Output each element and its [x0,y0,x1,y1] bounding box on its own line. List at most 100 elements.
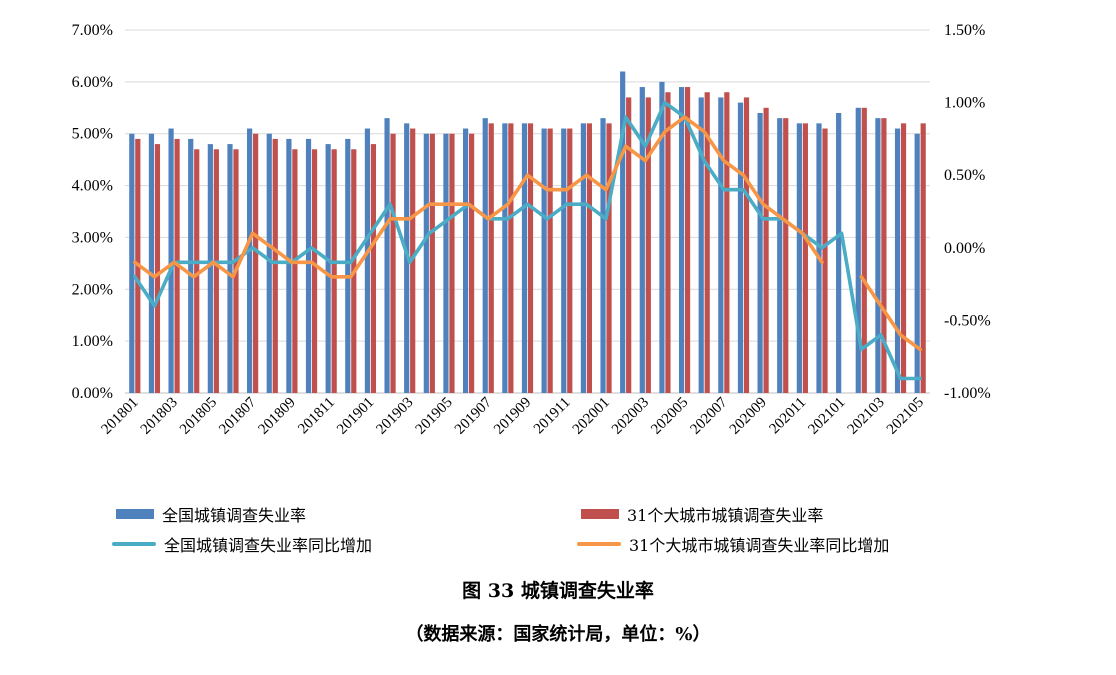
x-tick-label: 201807 [216,394,259,437]
y-right-tick-label: 0.50% [944,167,985,184]
bar-national [639,87,645,394]
bar-national [188,138,194,393]
x-tick-label: 202105 [884,395,927,438]
bar-31-cities [802,123,808,393]
y-left-tick-label: 5.00% [72,126,113,143]
x-tick-label: 202011 [766,395,809,438]
legend-label: 31个大城市城镇调查失业率同比增加 [629,536,890,555]
x-tick-label: 201803 [138,395,181,438]
gridlines [125,29,930,394]
x-tick-label: 201909 [491,395,534,438]
x-tick-label: 202101 [805,395,848,438]
bar-national [855,107,861,394]
bar-31-cities [547,128,553,393]
bar-national [561,128,567,393]
bar-national [875,118,881,394]
bar-31-cities [154,144,161,393]
y-left-tick-label: 3.00% [72,229,113,246]
x-tick-label: 201907 [452,394,495,437]
legend-swatch-31-cities-rate [581,509,619,519]
bar-national [777,118,783,394]
bar-national [364,128,371,393]
bar-31-cities [194,149,200,393]
bar-national [207,144,213,393]
x-axis: 2018012018032018052018072018092018112019… [99,394,927,437]
bar-national [345,138,351,393]
legend-item-31-cities-rate: 31个大城市城镇调查失业率 [581,502,823,526]
bar-31-cities [527,123,534,393]
y-right-tick-label: -0.50% [944,312,991,329]
bar-national [266,133,272,393]
bar-national [600,118,606,394]
y-axis-left: 0.00% 1.00% 2.00% 3.00% 4.00% 5.00% 6.00% 7.00% [72,22,113,402]
bar-national [737,102,744,393]
bar-31-cities [292,149,298,393]
bar-31-cities [900,123,907,393]
bar-31-cities [626,97,632,394]
legend-label: 31个大城市城镇调查失业率 [627,506,824,525]
bar-31-cities [429,133,435,393]
bar-national [620,71,626,393]
bar-31-cities [861,107,867,394]
x-tick-label: 202103 [845,395,888,438]
legend-label: 全国城镇调查失业率同比增加 [164,536,373,555]
bar-national [247,128,253,393]
y-right-tick-label: 1.50% [944,22,985,39]
y-axis-right: -1.00% -0.50% 0.00% 0.50% 1.00% 1.50% [944,22,991,402]
bar-31-cities [370,144,377,393]
line-31-cities-yoy [133,115,922,352]
bar-national [168,128,174,393]
lines [133,100,922,381]
bar-31-cities [311,149,318,393]
bar-31-cities [468,133,475,393]
bar-national [836,112,842,393]
bar-national [541,128,547,393]
bar-31-cities [684,87,691,394]
bar-national [521,123,528,393]
bar-national [914,133,920,393]
x-tick-label: 202003 [609,395,652,438]
bar-national [796,123,802,393]
bar-national [305,138,312,393]
bar-31-cities [390,133,396,393]
y-left-tick-label: 1.00% [72,333,113,350]
bar-31-cities [665,92,671,393]
legend-swatch-31-cities-yoy [577,542,621,546]
bar-national [129,133,135,393]
y-left-tick-label: 6.00% [72,74,113,91]
x-tick-label: 202001 [570,395,613,438]
legend-label: 全国城镇调查失业率 [162,506,307,525]
x-tick-label: 201911 [531,395,574,438]
bar-31-cities [606,123,612,393]
legend-item-national-rate: 全国城镇调查失业率 [116,502,306,526]
x-tick-label: 201809 [256,395,299,438]
bar-national [325,144,331,393]
bar-31-cities [763,107,769,394]
y-left-tick-label: 0.00% [72,385,113,402]
bar-31-cities [645,97,651,394]
bars [129,71,926,394]
y-left-tick-label: 2.00% [72,281,113,298]
bar-31-cities [331,149,337,393]
y-right-tick-label: -1.00% [944,385,991,402]
figure-source: （数据来源：国家统计局，单位：%） [405,624,711,645]
bar-national [678,87,685,394]
bar-national [502,123,508,393]
bar-national [718,97,724,394]
bar-31-cities [253,133,259,393]
unemployment-chart: 0.00% 1.00% 2.00% 3.00% 4.00% 5.00% 6.00% 7.00%… [72,22,991,438]
bar-national [580,123,587,393]
figure-title: 图 33 城镇调查失业率 [462,580,654,602]
y-left-tick-label: 7.00% [72,22,113,39]
x-tick-label: 201905 [413,395,456,438]
line-national-yoy [133,100,922,381]
legend-item-31-cities-yoy: 31个大城市城镇调查失业率同比增加 [577,532,889,556]
bar-31-cities [920,123,926,393]
bar-31-cities [822,128,828,393]
bar-31-cities [704,92,710,393]
bar-national [462,128,469,393]
x-tick-label: 201805 [177,395,220,438]
bar-national [659,81,665,393]
legend-swatch-national-rate [116,509,154,519]
bar-national [148,133,155,393]
